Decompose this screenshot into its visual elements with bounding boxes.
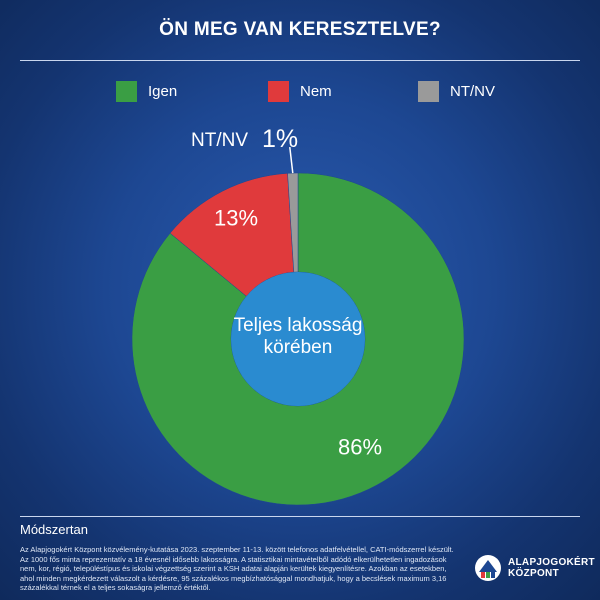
center-label-line-1: Teljes lakosság xyxy=(234,315,363,336)
logo-icon xyxy=(475,555,501,581)
donut-slice-igen xyxy=(131,172,465,506)
legend-label-igen: Igen xyxy=(148,82,178,100)
top-divider xyxy=(20,60,580,61)
legend-label-ntnv: NT/NV xyxy=(450,82,495,100)
logo-text-line1: ALAPJOGOKÉRT xyxy=(508,557,595,568)
legend-swatch-ntnv xyxy=(418,80,439,102)
methodology-heading: Módszertan xyxy=(20,522,88,537)
data-label-igen: 86% xyxy=(338,434,382,459)
legend-label-nem: Nem xyxy=(300,82,332,100)
data-label-nem: 13% xyxy=(214,205,258,230)
legend-swatch-nem xyxy=(268,80,289,102)
data-label-ntnv: 1% xyxy=(262,125,298,153)
legend-item-igen: Igen xyxy=(116,80,177,102)
page-title: ÖN MEG VAN KERESZTELVE? xyxy=(159,19,441,40)
bottom-divider xyxy=(20,516,580,517)
donut-center xyxy=(231,272,365,406)
legend-item-nem: Nem xyxy=(268,80,332,102)
legend-item-ntnv: NT/NV xyxy=(418,80,495,102)
legend-swatch-igen xyxy=(116,80,137,102)
organization-logo: ALAPJOGOKÉRT KÖZPONT xyxy=(474,554,595,582)
center-label-line-2: körében xyxy=(264,337,333,358)
logo-text-line2: KÖZPONT xyxy=(508,568,559,579)
callout-leader-ntnv xyxy=(289,146,294,174)
callout-label-ntnv: NT/NV xyxy=(191,130,248,151)
methodology-text: Az Alapjogokért Központ közvélemény-kuta… xyxy=(20,545,454,593)
